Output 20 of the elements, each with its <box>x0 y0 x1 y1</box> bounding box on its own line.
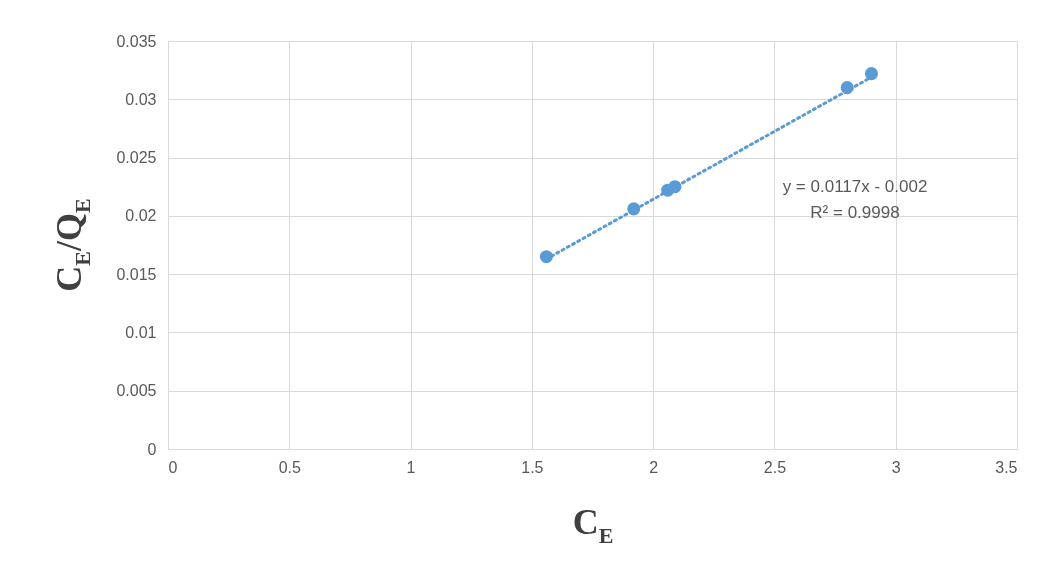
x-tick-label: 3 <box>891 458 901 476</box>
x-axis-title: C$_{E}$ <box>572 501 614 549</box>
annotation: R² = 0.9998 <box>810 203 900 222</box>
y-tick-label: 0.03 <box>125 90 157 108</box>
y-tick-label: 0.025 <box>116 149 157 167</box>
y-tick-label: 0.015 <box>116 265 157 283</box>
y-tick-label: 0.01 <box>125 323 157 341</box>
y-tick-label: 0 <box>147 440 157 458</box>
y-tick-label: 0.035 <box>116 32 157 50</box>
point <box>864 67 878 81</box>
x-tick-label: 2 <box>649 458 659 476</box>
x-tick-label: 2.5 <box>763 458 787 476</box>
y-tick-label: 0.005 <box>116 382 157 400</box>
x-tick-label: 3.5 <box>995 458 1018 476</box>
annotation: y = 0.0117x - 0.002 <box>782 177 928 196</box>
x-tick-label: 0.5 <box>278 458 301 476</box>
x-tick-label: 1 <box>406 458 416 476</box>
x-tick-label: 1.5 <box>521 458 544 476</box>
x-tick-label: 0 <box>168 458 178 476</box>
y-tick-label: 0.02 <box>125 207 157 225</box>
